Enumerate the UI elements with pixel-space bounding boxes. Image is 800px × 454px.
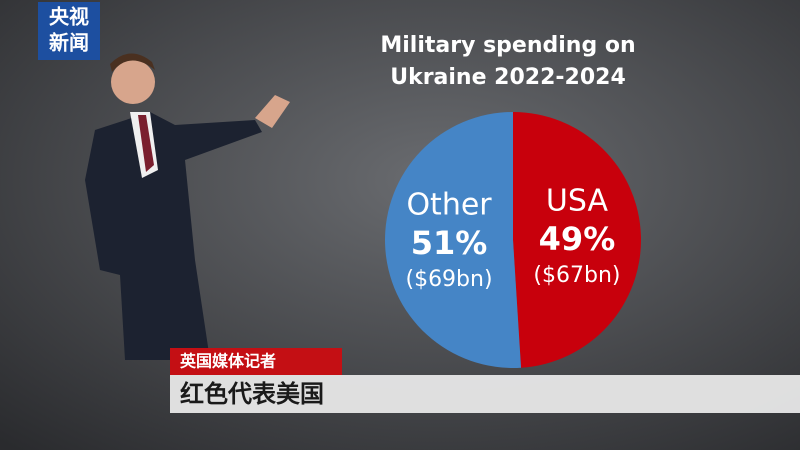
slice-amount: ($67bn) xyxy=(533,263,620,288)
logo-text: 新闻 xyxy=(49,31,89,55)
pie-slice xyxy=(385,112,522,368)
pie-slice xyxy=(513,112,642,368)
chart-title: Military spending on xyxy=(380,33,635,58)
logo-box xyxy=(38,2,100,60)
logo: 央视 新闻 xyxy=(38,2,100,60)
caption: 英国媒体记者 红色代表美国 xyxy=(170,348,800,413)
caption-text: 红色代表美国 xyxy=(180,380,324,408)
chart-title: Ukraine 2022-2024 xyxy=(390,65,626,90)
caption-bar xyxy=(170,375,800,413)
presenter xyxy=(85,53,290,360)
speaker-box xyxy=(170,348,342,375)
logo-text: 央视 xyxy=(49,5,89,29)
slice-percent: 51% xyxy=(411,224,488,262)
slice-name: Other xyxy=(406,188,492,223)
slice-name: USA xyxy=(546,183,609,218)
slice-percent: 49% xyxy=(539,220,616,258)
slice-amount: ($69bn) xyxy=(405,267,492,292)
speaker-label: 英国媒体记者 xyxy=(179,352,276,371)
